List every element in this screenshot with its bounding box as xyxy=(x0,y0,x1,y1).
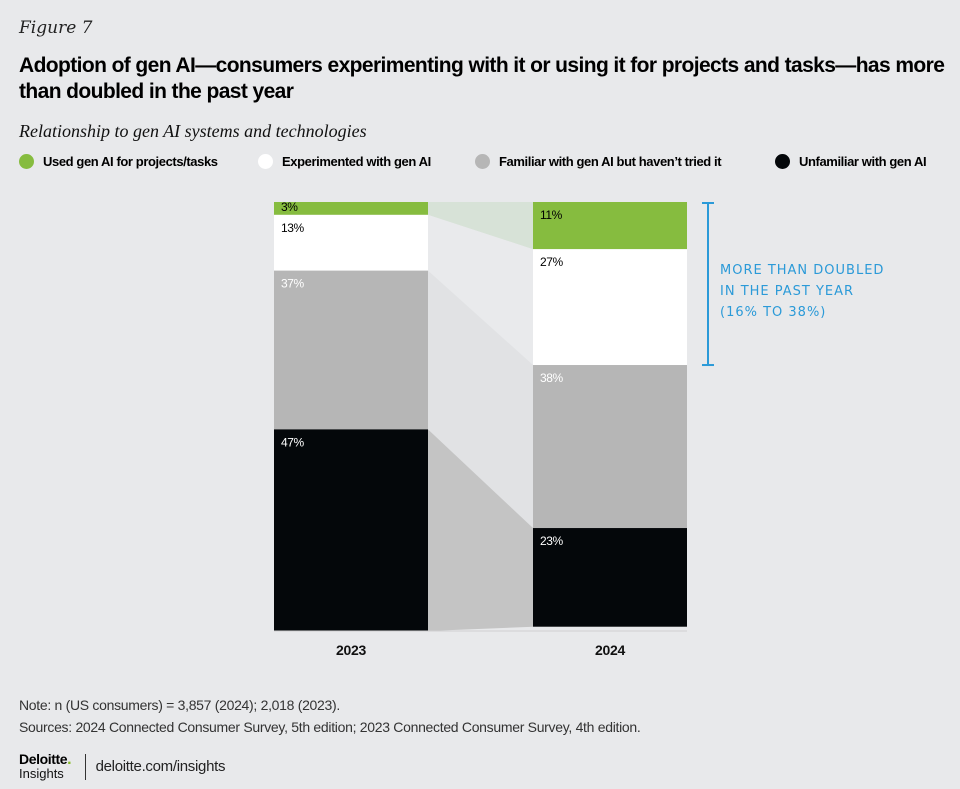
chart-title: Adoption of gen AI—consumers experimenti… xyxy=(19,54,945,103)
legend-item-used: Used gen AI for projects/tasks xyxy=(19,154,218,169)
footer-divider xyxy=(84,753,86,780)
bar-segment-2023-experimented xyxy=(274,214,428,271)
figure-label: Figure 7 xyxy=(19,18,93,38)
data-label-2024-familiar: 38% xyxy=(540,371,564,385)
sources-text: Sources: 2024 Connected Consumer Survey,… xyxy=(19,719,641,735)
chart-subtitle: Relationship to gen AI systems and techn… xyxy=(19,121,367,141)
legend-item-experimented: Experimented with gen AI xyxy=(258,154,431,169)
data-label-2024-unfamiliar: 23% xyxy=(540,534,564,548)
brand-sub: Insights xyxy=(19,766,64,781)
legend-dot-familiar-icon xyxy=(475,154,490,169)
legend-label-familiar: Familiar with gen AI but haven’t tried i… xyxy=(499,154,722,169)
data-label-2023-unfamiliar: 47% xyxy=(281,435,305,449)
annotation-text-line-3: (16% TO 38%) xyxy=(720,305,826,320)
x-tick-label-2023: 2023 xyxy=(336,642,366,658)
brand-name: Deloitte xyxy=(19,751,68,767)
note-text: Note: n (US consumers) = 3,857 (2024); 2… xyxy=(19,697,340,713)
legend-dot-used-icon xyxy=(19,154,34,169)
bar-segment-2024-used xyxy=(533,202,687,250)
bar-segment-2023-used xyxy=(274,202,428,215)
bar-segment-2024-unfamiliar xyxy=(533,528,687,627)
data-label-2024-experimented: 27% xyxy=(540,255,564,269)
legend-item-unfamiliar: Unfamiliar with gen AI xyxy=(775,154,927,169)
bar-segment-2023-familiar xyxy=(274,270,428,430)
bar-segment-2023-unfamiliar xyxy=(274,429,428,631)
legend-label-experimented: Experimented with gen AI xyxy=(282,154,431,169)
bar-segment-2024-familiar xyxy=(533,365,687,529)
annotation-text-line-2: IN THE PAST YEAR xyxy=(720,284,854,299)
x-tick-label-2024: 2024 xyxy=(595,642,625,658)
brand-dot: . xyxy=(67,751,72,768)
connector-band-familiar xyxy=(428,270,533,529)
legend-label-used: Used gen AI for projects/tasks xyxy=(43,154,218,169)
connector-band-unfamiliar xyxy=(428,429,533,631)
connector-band-experimented xyxy=(428,214,533,366)
data-label-2023-familiar: 37% xyxy=(281,277,305,291)
deloitte-insights-logo: Deloitte. Insights xyxy=(19,752,72,781)
legend-dot-unfamiliar-icon xyxy=(775,154,790,169)
connector-band-used xyxy=(428,202,533,250)
bar-segment-2024-experimented xyxy=(533,249,687,366)
legend-label-unfamiliar: Unfamiliar with gen AI xyxy=(799,154,927,169)
legend-dot-experimented-icon xyxy=(258,154,273,169)
footer: Deloitte. Insights deloitte.com/insights xyxy=(19,752,226,781)
legend-item-familiar: Familiar with gen AI but haven’t tried i… xyxy=(475,154,722,169)
data-label-2024-used: 11% xyxy=(540,208,563,222)
legend: Used gen AI for projects/tasks Experimen… xyxy=(19,154,949,174)
annotation-text-line-1: MORE THAN DOUBLED xyxy=(720,263,884,278)
data-label-2023-experimented: 13% xyxy=(281,221,305,235)
data-label-2023-used: 3% xyxy=(281,200,298,214)
footer-link[interactable]: deloitte.com/insights xyxy=(95,758,226,775)
